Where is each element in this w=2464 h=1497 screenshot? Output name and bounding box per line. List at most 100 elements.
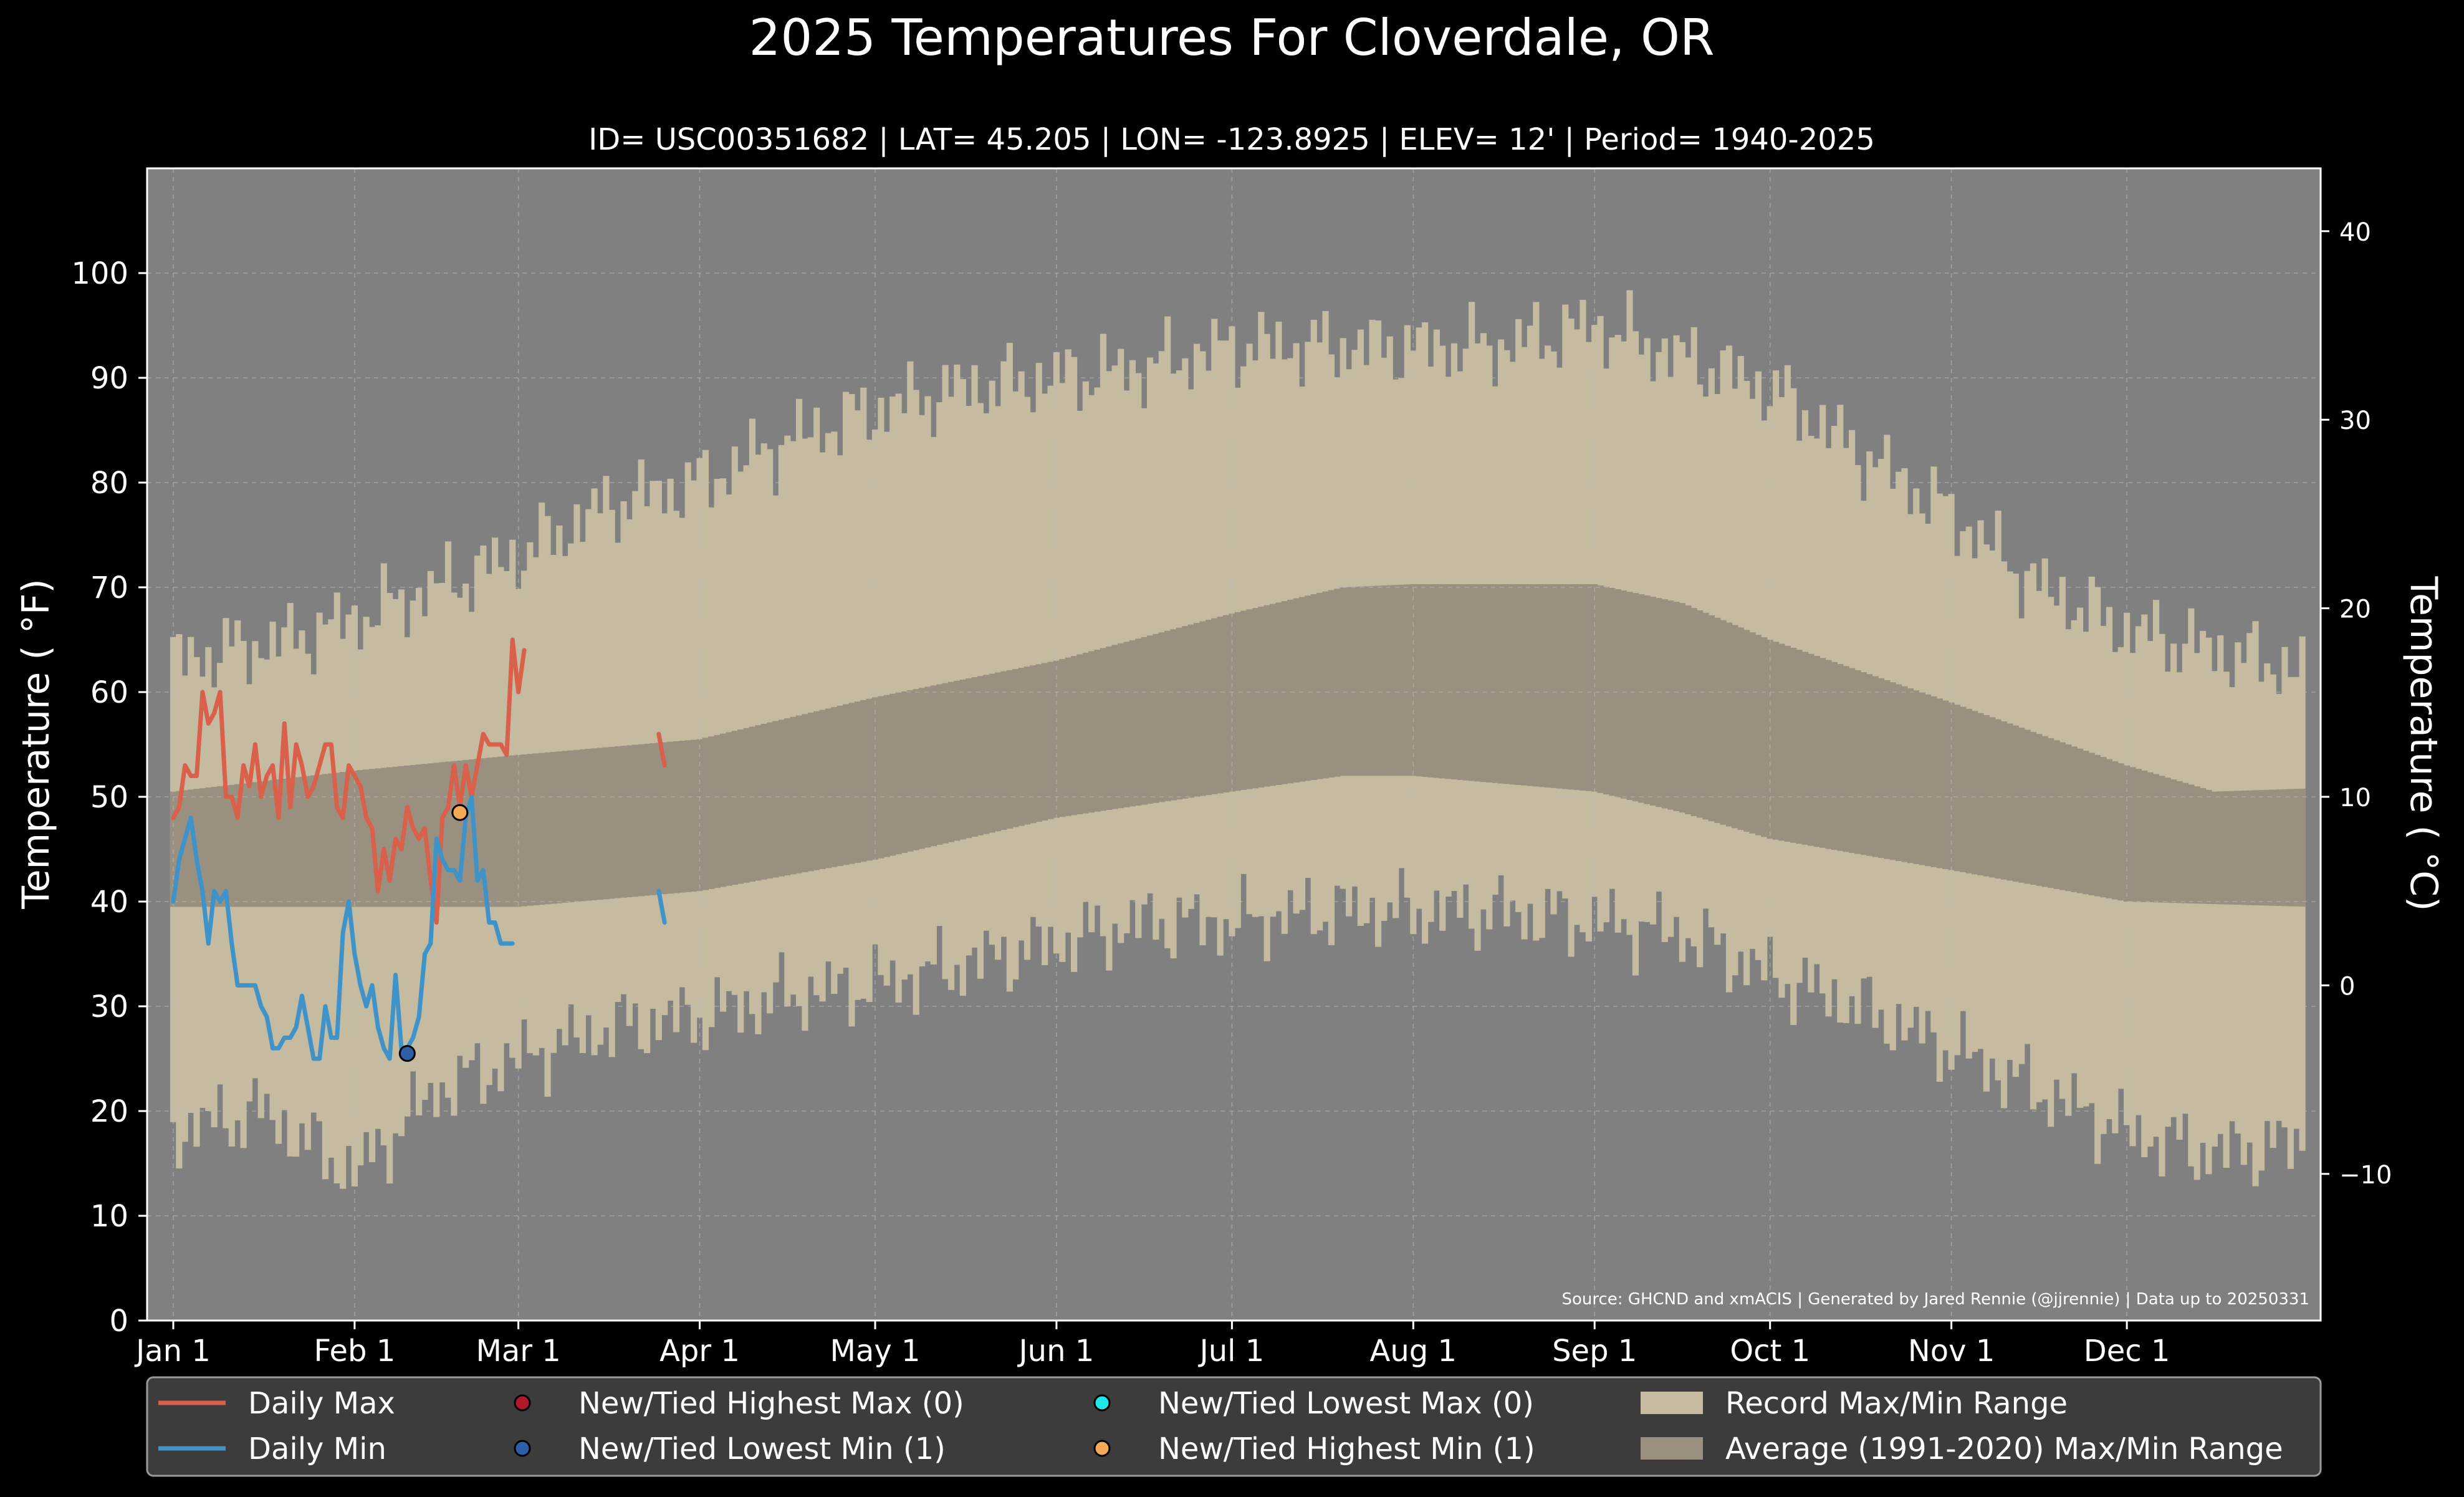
y-axis-fahrenheit: 0 10 20 30 40 50 60 70 80 90 100 [71,256,147,1339]
average-range-bar [1942,700,1949,869]
average-range-bar [760,723,767,880]
average-range-bar [340,772,347,907]
average-range-bar [743,728,750,883]
average-range-bar [1252,608,1259,789]
average-range-bar [257,781,264,907]
record-range-bar [714,479,721,978]
average-range-bar [1825,660,1832,849]
record-range-bar [340,638,347,1189]
y-right-tick-label: 10 [2339,784,2371,812]
average-range-bar [2193,786,2200,904]
average-range-bar [837,705,843,866]
record-range-bar [1082,381,1089,902]
record-range-bar [1006,342,1013,992]
average-range-bar [2223,791,2230,905]
record-range-bar [1035,363,1042,927]
average-range-bar [778,720,785,877]
record-range-bar [1100,334,1107,936]
record-range-bar [2223,671,2230,1168]
average-range-bar [2235,791,2241,905]
average-range-bar [2141,771,2148,902]
average-range-bar [2018,728,2025,883]
average-range-bar [1761,637,1768,837]
average-range-bar [1222,615,1230,792]
average-range-bar [726,732,732,886]
x-tick-label: Nov 1 [1908,1334,1995,1369]
average-range-bar [959,679,966,840]
average-range-bar [2083,751,2089,895]
average-range-bar [281,779,288,907]
average-range-bar [2258,790,2265,906]
x-axis-dates: Jan 1 Feb 1 Mar 1 Apr 1 May 1 Jun 1 Jul 1 Aug 1… [134,1321,2170,1369]
y-tick-label: 70 [90,570,128,605]
average-range-bar [345,771,352,907]
average-range-bar [456,760,463,907]
average-range-bar [1211,618,1218,794]
average-range-bar [1907,688,1914,864]
average-range-bar [351,771,358,907]
average-range-bar [1328,590,1335,778]
y-axis-label-fahrenheit: Temperature ( °F) [14,579,58,910]
average-range-bar [1521,584,1528,786]
record-markers [398,804,469,1062]
average-range-bar [1661,599,1668,809]
average-range-bar [2281,789,2288,907]
average-range-bar [1094,649,1101,812]
average-range-bar [913,689,919,850]
average-range-bar [889,693,896,856]
average-range-bar [433,763,440,907]
x-tick-label: Sep 1 [1552,1334,1637,1369]
record-range-bar [749,418,756,1014]
average-range-bar [1012,668,1019,827]
average-range-bar [977,676,984,835]
average-range-bar [328,773,335,907]
legend-swatch-new-tied-highest-min-1 [1093,1440,1111,1457]
average-range-bar [878,696,884,859]
average-range-bar [386,767,393,907]
x-tick-label: Mar 1 [476,1334,560,1369]
average-range-bar [1047,662,1054,819]
average-range-bar [2100,757,2107,898]
average-range-bar [1621,590,1627,799]
average-range-bar [2071,746,2078,892]
average-range-bar [691,739,697,892]
record-range-bar [2211,671,2218,1147]
average-range-bar [1808,653,1814,846]
average-range-bar [304,776,311,907]
average-range-bar [1374,585,1382,776]
average-range-bar [1919,692,1925,865]
average-range-bar [1801,652,1809,845]
average-range-bar [679,741,686,893]
average-range-bar [2164,777,2171,903]
average-range-bar [1860,672,1867,855]
average-range-bar [1737,627,1744,830]
average-range-bar [2117,763,2124,901]
average-range-bar [655,743,662,895]
average-range-bar [2041,736,2048,887]
average-range-bar [2106,759,2113,898]
average-range-bar [579,749,586,902]
average-range-bar [772,721,779,878]
average-range-bar [1573,584,1581,791]
average-range-bar [1065,657,1071,816]
record-range-bar [1065,349,1071,933]
x-tick-label: Jul 1 [1198,1334,1265,1369]
average-range-bar [1837,664,1844,851]
average-range-bar [1351,587,1358,776]
y-right-tick-label: 20 [2339,595,2371,624]
average-range-bar [2024,729,2031,884]
average-range-bar [1755,635,1762,835]
average-range-bar [1930,696,1937,867]
record-range-bar [1129,360,1136,900]
daily-min-line [171,794,515,1061]
average-range-bar [181,790,188,907]
average-range-bar [410,765,416,907]
average-range-bar [1404,584,1411,776]
average-range-bar [404,765,411,907]
average-range-bar [1100,648,1107,811]
average-range-bar [1199,621,1206,796]
average-range-bar [994,672,1002,832]
y-tick-label: 100 [71,256,128,291]
average-range-bar [1334,589,1341,777]
